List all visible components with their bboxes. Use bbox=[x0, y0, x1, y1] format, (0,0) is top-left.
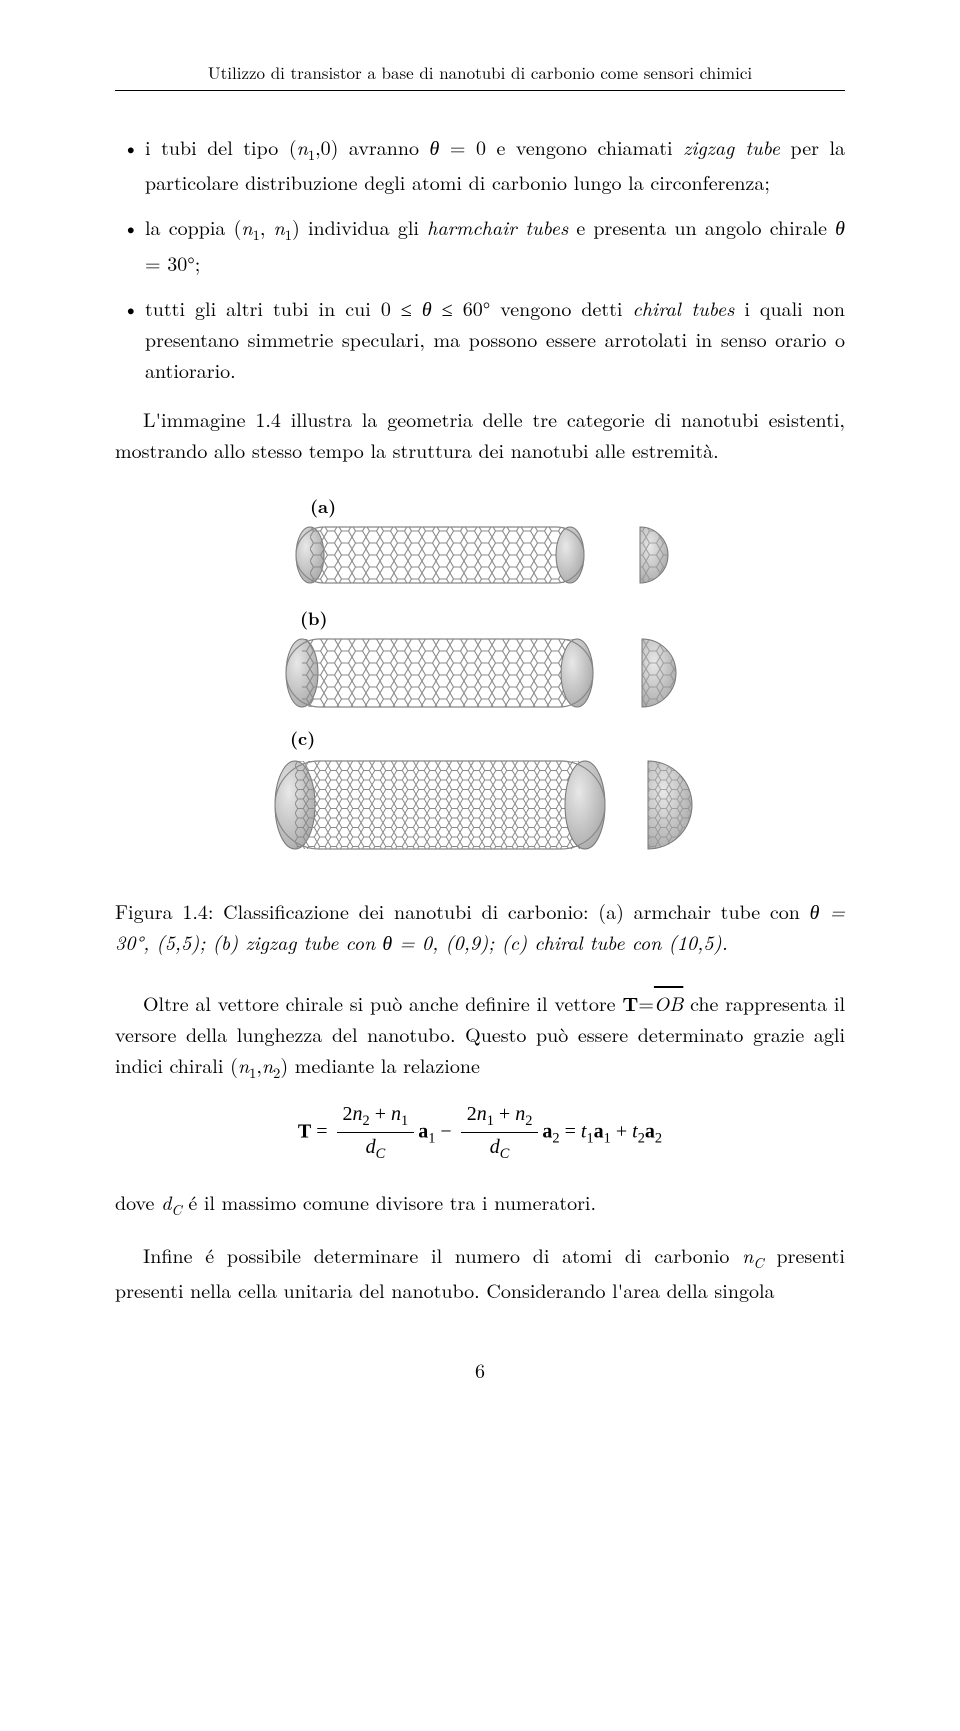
nanotube-diagram-svg: (a) (b) (c) bbox=[240, 495, 720, 865]
frac-1: 2n2 + n1dC bbox=[337, 1102, 415, 1164]
fig-label-c: (c) bbox=[290, 726, 315, 751]
bullet-item-harmchair: la coppia (n1, n1) individua gli harmcha… bbox=[145, 211, 845, 277]
text: = 30°; bbox=[145, 248, 200, 277]
text: é il massimo comune divisore tra i numer… bbox=[182, 1187, 596, 1216]
text: Oltre al vettore chirale si può anche de… bbox=[143, 988, 622, 1017]
bullet-item-chiral: tutti gli altri tubi in cui 0 ≤ θ ≤ 60° … bbox=[145, 292, 845, 385]
t: n bbox=[515, 1103, 525, 1125]
var-d: d bbox=[161, 1187, 171, 1216]
running-header: Utilizzo di transistor a base di nanotub… bbox=[115, 60, 845, 91]
text: ) mediante la relazione bbox=[280, 1050, 479, 1079]
text: tutti gli altri tubi in cui 0 ≤ bbox=[145, 293, 422, 322]
text: i tubi del tipo ( bbox=[145, 132, 297, 161]
eq-eq: = bbox=[311, 1120, 332, 1142]
var-theta: θ bbox=[430, 132, 440, 161]
var-theta: θ bbox=[835, 212, 845, 241]
sub: C bbox=[171, 1200, 181, 1220]
var-n2: n bbox=[262, 1050, 273, 1079]
vec-OB: OB bbox=[654, 988, 683, 1017]
term-harmchair: harmchair tubes bbox=[427, 212, 568, 241]
sub: 1 bbox=[253, 225, 260, 245]
sub: 2 bbox=[552, 1130, 559, 1146]
var-n: n bbox=[742, 1240, 753, 1269]
text: ≤ 60° vengono detti bbox=[432, 293, 633, 322]
var-n: n bbox=[241, 212, 252, 241]
t: 2 bbox=[467, 1103, 477, 1125]
var-n: n bbox=[274, 212, 285, 241]
t: 2 bbox=[363, 1113, 370, 1129]
sub: 2 bbox=[655, 1130, 662, 1146]
plus3: + bbox=[611, 1120, 632, 1142]
page-number: 6 bbox=[115, 1355, 845, 1384]
tube-a bbox=[296, 527, 668, 583]
paragraph-nc: Infine é possibile determinare il numero… bbox=[115, 1239, 845, 1305]
vec-T: T bbox=[622, 988, 638, 1017]
sub: 1 bbox=[604, 1130, 611, 1146]
t: 2 bbox=[525, 1113, 532, 1129]
text: ,0) avranno bbox=[315, 132, 429, 161]
text: , bbox=[260, 212, 274, 241]
text: = 0 e vengono chiamati bbox=[439, 132, 683, 161]
a1b: a bbox=[594, 1120, 604, 1142]
sub: 1 bbox=[285, 225, 292, 245]
tube-b bbox=[286, 639, 676, 707]
eq2: = bbox=[560, 1120, 581, 1142]
term-zigzag: zigzag tube bbox=[683, 132, 780, 161]
vec-a1: a bbox=[418, 1120, 428, 1142]
fig-label-a: (a) bbox=[310, 495, 336, 519]
text: la coppia ( bbox=[145, 212, 241, 241]
text: Infine é possibile determinare il numero… bbox=[143, 1240, 742, 1269]
t: C bbox=[376, 1146, 386, 1162]
t: 1 bbox=[487, 1113, 494, 1129]
page-container: Utilizzo di transistor a base di nanotub… bbox=[0, 0, 960, 1424]
t: d bbox=[490, 1136, 500, 1158]
paragraph-vector-T: Oltre al vettore chirale si può anche de… bbox=[115, 987, 845, 1084]
minus: − bbox=[435, 1120, 456, 1142]
tube-c bbox=[275, 761, 692, 849]
t: C bbox=[500, 1146, 510, 1162]
sub: 1 bbox=[586, 1130, 593, 1146]
t: + bbox=[494, 1103, 515, 1125]
vec-a2: a bbox=[542, 1120, 552, 1142]
t: d bbox=[366, 1136, 376, 1158]
fig-label-b: (b) bbox=[300, 606, 328, 631]
figure-nanotube-types: (a) (b) (c) bbox=[115, 495, 845, 865]
text: ) individua gli bbox=[292, 212, 427, 241]
t: + bbox=[370, 1103, 391, 1125]
text: e presenta un angolo chirale bbox=[568, 212, 835, 241]
figure-caption: Figura 1.4: Classificazione dei nanotubi… bbox=[115, 895, 845, 957]
t: n bbox=[353, 1103, 363, 1125]
bullet-item-zigzag: i tubi del tipo (n1,0) avranno θ = 0 e v… bbox=[145, 131, 845, 197]
caption-lead: Figura 1.4: Classificazione dei nanotubi… bbox=[115, 896, 810, 925]
t: 2 bbox=[343, 1103, 353, 1125]
var-n: n bbox=[297, 132, 308, 161]
var-n1: n bbox=[238, 1050, 249, 1079]
sub: 2 bbox=[638, 1130, 645, 1146]
bullet-list: i tubi del tipo (n1,0) avranno θ = 0 e v… bbox=[115, 131, 845, 385]
paragraph-dc: dove dC é il massimo comune divisore tra… bbox=[115, 1186, 845, 1221]
t: n bbox=[391, 1103, 401, 1125]
equation-T: T = 2n2 + n1dCa1 − 2n1 + n2dCa2 = t1a1 +… bbox=[115, 1102, 845, 1164]
a2b: a bbox=[645, 1120, 655, 1142]
t: n bbox=[477, 1103, 487, 1125]
eq-sign: = bbox=[638, 988, 654, 1017]
sub: 1 bbox=[308, 145, 315, 165]
paragraph-intro-figure: L'immagine 1.4 illustra la geometria del… bbox=[115, 403, 845, 465]
frac-2: 2n1 + n2dC bbox=[461, 1102, 539, 1164]
var-theta: θ bbox=[422, 293, 432, 322]
text: dove bbox=[115, 1187, 161, 1216]
eq-T: T bbox=[298, 1120, 311, 1142]
t: 1 bbox=[401, 1113, 408, 1129]
term-chiral: chiral tubes bbox=[633, 293, 735, 322]
sub: C bbox=[753, 1253, 763, 1273]
